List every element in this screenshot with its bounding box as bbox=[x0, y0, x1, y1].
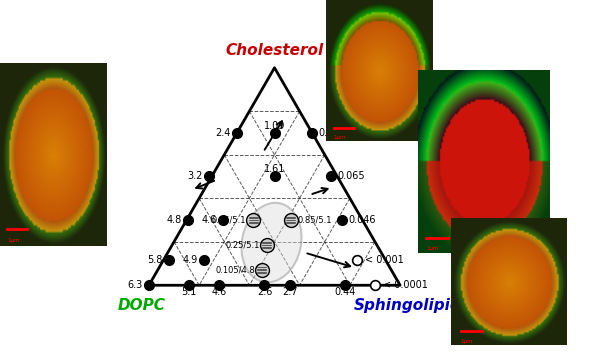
Text: 1μm: 1μm bbox=[426, 246, 439, 251]
Text: 2.7: 2.7 bbox=[282, 287, 297, 297]
Text: 1μm: 1μm bbox=[461, 339, 473, 344]
Text: 1.09: 1.09 bbox=[264, 121, 285, 131]
Text: 4.8: 4.8 bbox=[167, 215, 182, 225]
Text: 0.44: 0.44 bbox=[334, 287, 356, 297]
Text: 1μm: 1μm bbox=[7, 238, 20, 243]
Text: 1.61: 1.61 bbox=[264, 164, 285, 174]
Text: 0.046: 0.046 bbox=[348, 215, 376, 225]
Text: Sphingolipid: Sphingolipid bbox=[354, 298, 462, 313]
Text: 5.1: 5.1 bbox=[181, 287, 197, 297]
Text: 4.6: 4.6 bbox=[212, 287, 227, 297]
Text: 0.105/4.8: 0.105/4.8 bbox=[215, 266, 255, 275]
Text: 6.3: 6.3 bbox=[127, 280, 143, 290]
Text: Cholesterol: Cholesterol bbox=[225, 43, 324, 58]
Text: < 0.001: < 0.001 bbox=[365, 255, 404, 265]
Text: 4.9: 4.9 bbox=[182, 255, 198, 265]
Text: 0.41: 0.41 bbox=[318, 128, 340, 138]
Text: 3.2: 3.2 bbox=[187, 171, 203, 181]
Text: 1μm: 1μm bbox=[334, 135, 346, 140]
Text: 5.8: 5.8 bbox=[148, 255, 163, 265]
Text: 0.85/5.1: 0.85/5.1 bbox=[298, 215, 332, 225]
Text: 0.25/5.1: 0.25/5.1 bbox=[226, 240, 260, 250]
Text: 2.4: 2.4 bbox=[215, 128, 231, 138]
Text: < 0.0001: < 0.0001 bbox=[382, 280, 428, 290]
Text: 4.6: 4.6 bbox=[201, 215, 217, 225]
Text: 0.065: 0.065 bbox=[337, 171, 365, 181]
Text: 2.6: 2.6 bbox=[257, 287, 272, 297]
Ellipse shape bbox=[242, 203, 301, 282]
Text: 0.85/5.1: 0.85/5.1 bbox=[212, 215, 246, 225]
Text: DOPC: DOPC bbox=[117, 298, 165, 313]
